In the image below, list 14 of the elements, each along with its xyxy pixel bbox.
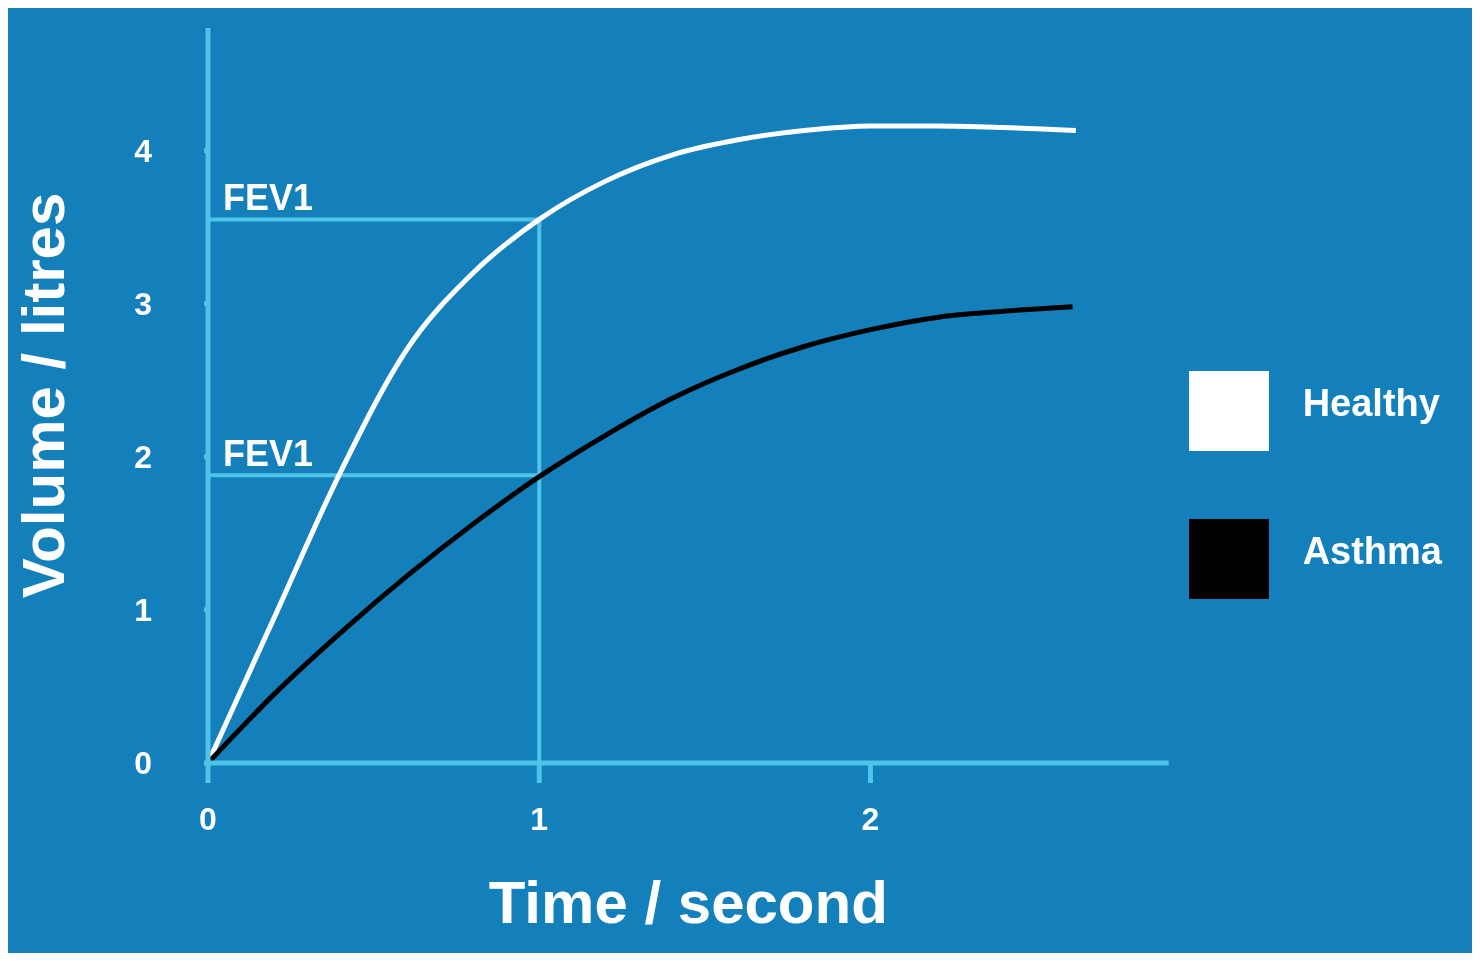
y-tick-label: 4 xyxy=(134,132,153,169)
y-tick-label: 3 xyxy=(134,285,152,322)
x-tick-label: 1 xyxy=(530,800,549,837)
y-axis-title: Volume / litres xyxy=(10,192,78,599)
x-tick-label: 2 xyxy=(861,800,880,837)
ref-line-label: FEV1 xyxy=(223,432,314,474)
legend-label: Healthy xyxy=(1302,381,1440,424)
legend-label: Asthma xyxy=(1302,529,1442,572)
y-tick-label: 2 xyxy=(134,439,152,476)
y-tick-label: 1 xyxy=(134,592,152,629)
x-tick-label: 0 xyxy=(199,800,217,837)
y-tick-label: 0 xyxy=(134,745,152,782)
ref-line-label: FEV1 xyxy=(223,176,314,218)
x-axis-title: Time / second xyxy=(488,869,888,936)
